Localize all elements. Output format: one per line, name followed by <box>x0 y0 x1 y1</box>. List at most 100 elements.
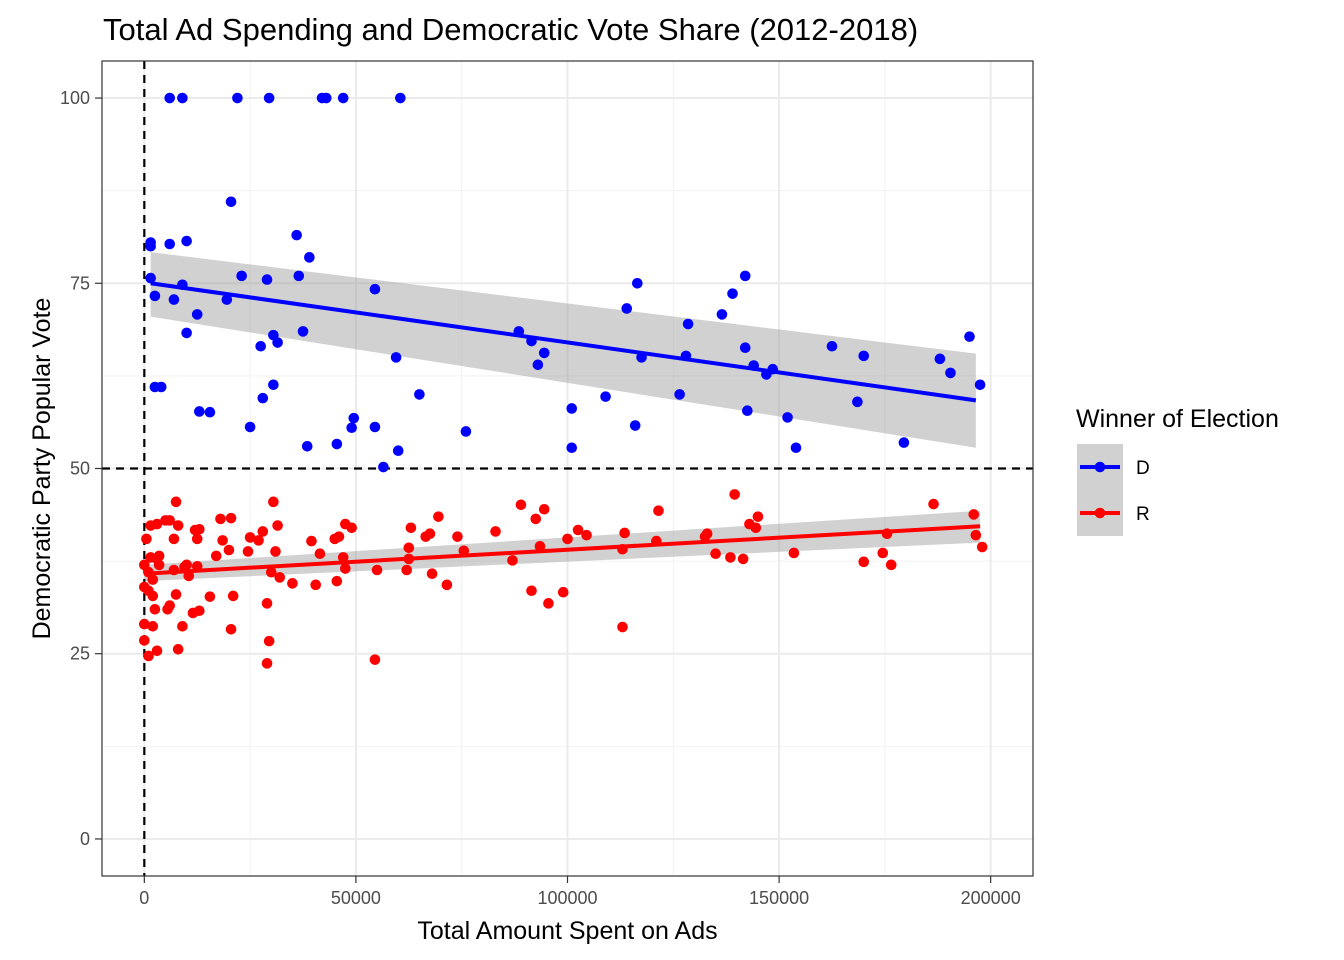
x-tick-label: 50000 <box>331 888 381 908</box>
data-point-R <box>310 579 322 591</box>
data-point-D <box>145 272 156 284</box>
y-tick-label: 100 <box>60 88 90 108</box>
legend-title: Winner of Election <box>1076 405 1279 433</box>
data-point-D <box>852 396 863 408</box>
data-point-R <box>452 531 463 542</box>
data-point-R <box>147 621 159 632</box>
axes: 0 50000 100000 150000 200000 0 25 50 75 100 <box>60 88 1021 908</box>
data-point-D <box>225 196 237 208</box>
data-point-R <box>204 591 216 602</box>
data-point-R <box>572 524 584 536</box>
data-point-R <box>403 542 415 554</box>
reference-lines <box>102 61 1033 876</box>
legend-key-point-D <box>1094 461 1106 473</box>
data-point-D <box>934 353 946 365</box>
data-point-D <box>390 352 402 363</box>
data-point-R <box>257 526 269 537</box>
data-point-D <box>346 422 357 434</box>
y-axis-title: Democratic Party Popular Vote <box>28 298 56 640</box>
data-point-D <box>293 270 305 282</box>
data-point-D <box>621 303 633 314</box>
data-point-D <box>945 367 956 379</box>
data-point-R <box>617 621 628 633</box>
data-point-D <box>682 318 694 330</box>
data-point-D <box>538 347 550 359</box>
data-point-D <box>566 403 578 414</box>
data-point-D <box>181 327 192 339</box>
data-point-D <box>727 288 738 299</box>
data-point-D <box>177 92 188 104</box>
data-point-R <box>885 559 897 571</box>
data-point-R <box>534 540 546 552</box>
data-point-D <box>164 92 176 104</box>
data-point-D <box>337 92 349 104</box>
data-point-R <box>928 498 939 510</box>
data-point-D <box>566 442 578 454</box>
data-point-R <box>441 579 453 591</box>
data-point-R <box>151 518 163 530</box>
data-point-R <box>788 547 800 559</box>
data-point-R <box>968 509 980 520</box>
data-point-R <box>153 550 165 562</box>
data-point-D <box>221 294 233 305</box>
y-tick-label: 0 <box>80 829 90 849</box>
data-point-R <box>172 643 184 655</box>
data-point-D <box>244 421 256 433</box>
data-point-R <box>287 578 298 589</box>
fit-line-D <box>150 281 977 403</box>
data-point-R <box>151 645 163 657</box>
data-point-R <box>346 522 357 534</box>
data-point-R <box>172 520 184 531</box>
legend: Winner of Election D R <box>1076 405 1279 536</box>
data-point-R <box>177 621 188 632</box>
data-point-D <box>191 309 203 320</box>
data-point-R <box>306 535 317 547</box>
data-point-D <box>826 340 838 352</box>
data-point-D <box>236 270 247 282</box>
legend-label-D: D <box>1136 458 1150 479</box>
data-point-R <box>426 568 438 580</box>
x-axis-title: Total Amount Spent on Ads <box>417 917 717 945</box>
data-point-D <box>392 445 404 457</box>
data-point-R <box>458 545 470 557</box>
data-point-R <box>210 550 222 562</box>
data-point-D <box>964 331 975 342</box>
data-point-R <box>139 618 150 630</box>
data-point-R <box>369 654 381 665</box>
data-point-D <box>395 92 406 104</box>
legend-label-R: R <box>1136 504 1150 525</box>
data-point-R <box>153 559 165 571</box>
data-point-D <box>301 440 313 452</box>
data-point-D <box>739 270 751 282</box>
data-point-R <box>164 600 176 611</box>
data-point-R <box>261 598 273 609</box>
data-point-R <box>750 522 762 534</box>
data-point-R <box>141 533 152 545</box>
data-point-R <box>149 603 161 615</box>
data-point-R <box>215 513 226 525</box>
data-point-D <box>145 240 156 252</box>
data-point-R <box>223 544 235 556</box>
data-point-D <box>716 309 728 320</box>
x-tick-label: 100000 <box>537 888 597 908</box>
data-point-R <box>433 511 444 522</box>
data-point-R <box>191 533 203 545</box>
data-point-R <box>538 503 550 515</box>
data-point-D <box>742 405 753 417</box>
data-point-D <box>164 238 176 250</box>
data-point-R <box>331 575 343 587</box>
data-point-D <box>460 426 472 437</box>
data-point-D <box>257 392 269 404</box>
data-point-R <box>710 548 721 560</box>
data-point-D <box>378 461 389 473</box>
data-point-R <box>729 489 740 500</box>
data-point-R <box>557 586 569 598</box>
data-point-D <box>261 274 273 285</box>
data-point-D <box>348 412 360 424</box>
data-point-R <box>225 512 237 524</box>
data-point-R <box>858 556 870 568</box>
data-point-R <box>261 658 273 669</box>
data-point-D <box>291 229 302 241</box>
